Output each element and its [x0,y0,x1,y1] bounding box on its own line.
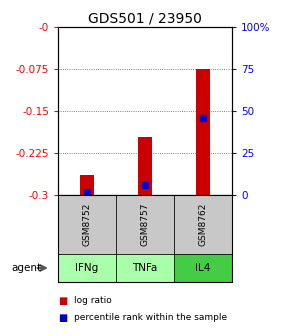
Text: ■: ■ [58,312,67,323]
Text: GSM8752: GSM8752 [82,203,92,246]
Title: GDS501 / 23950: GDS501 / 23950 [88,12,202,26]
Text: IFNg: IFNg [75,263,99,273]
Bar [80,175,94,195]
Text: GSM8762: GSM8762 [198,203,208,246]
Text: GSM8757: GSM8757 [140,203,150,246]
Text: ■: ■ [58,296,67,306]
Text: agent: agent [12,263,42,273]
Bar [138,137,152,195]
Text: IL4: IL4 [195,263,211,273]
Text: percentile rank within the sample: percentile rank within the sample [74,313,227,322]
Text: TNFa: TNFa [132,263,158,273]
Bar [196,69,210,195]
Text: log ratio: log ratio [74,296,112,305]
